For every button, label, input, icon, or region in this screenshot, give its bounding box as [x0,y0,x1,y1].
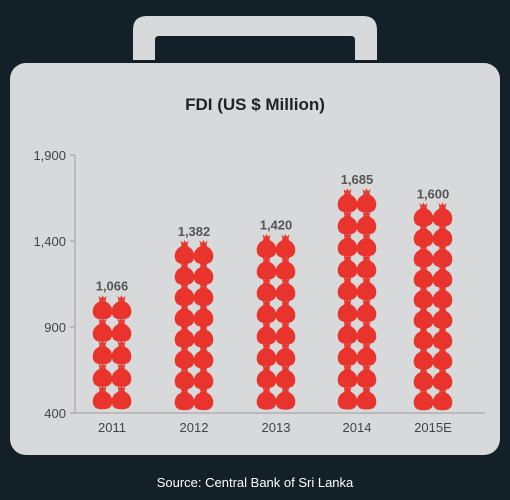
y-tick-label: 1,400 [33,234,66,249]
briefcase-body [10,63,500,455]
y-tick-label: 1,900 [33,148,66,163]
y-axis-ticks: 400 900 1,400 1,900 [33,148,75,421]
data-label: 1,382 [178,224,211,239]
x-axis-labels: 2011 2012 2013 2014 2015E [98,420,452,435]
x-tick-label: 2011 [98,420,126,435]
data-labels: 1,066 1,382 1,420 1,685 1,600 [96,172,450,293]
x-tick-label: 2015E [414,420,452,435]
y-tick-label: 400 [44,406,66,421]
chart-title: FDI (US $ Million) [185,95,325,114]
briefcase-handle [133,16,377,60]
data-label: 1,685 [341,172,374,187]
source-note: Source: Central Bank of Sri Lanka [157,475,354,490]
x-tick-label: 2012 [180,420,209,435]
x-tick-label: 2013 [262,420,291,435]
x-tick-label: 2014 [343,420,372,435]
data-label: 1,066 [96,278,129,293]
y-tick-label: 900 [44,320,66,335]
data-label: 1,600 [417,187,450,202]
data-label: 1,420 [260,218,293,233]
